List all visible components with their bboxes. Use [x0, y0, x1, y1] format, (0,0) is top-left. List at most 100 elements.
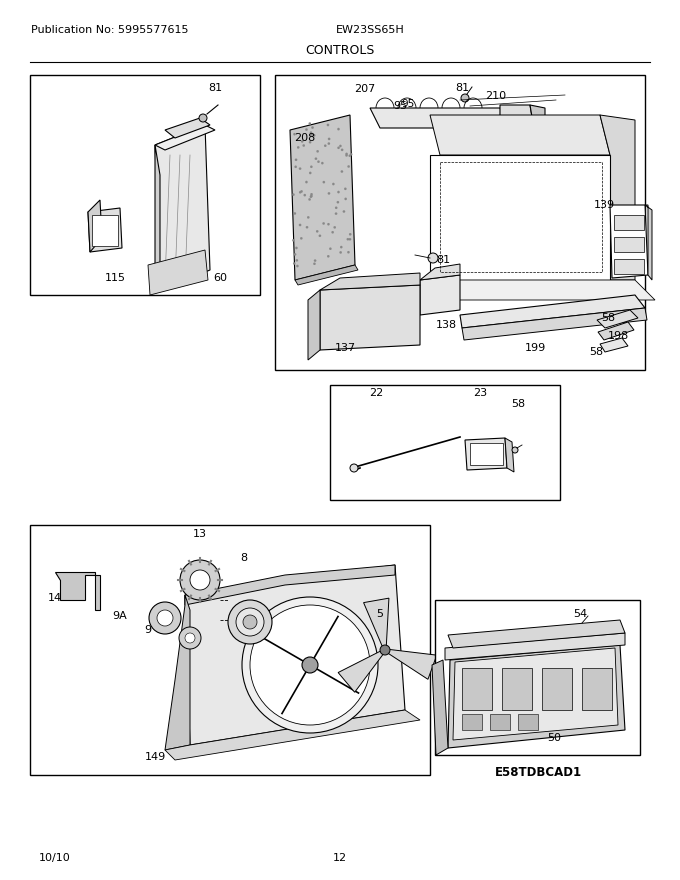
Polygon shape — [430, 155, 610, 280]
Polygon shape — [432, 660, 448, 755]
Polygon shape — [598, 322, 634, 340]
Circle shape — [293, 133, 296, 136]
Bar — [30, 75, 260, 295]
Circle shape — [337, 147, 340, 149]
Bar — [490, 714, 510, 730]
Circle shape — [314, 260, 316, 262]
Circle shape — [350, 153, 352, 156]
Text: 58: 58 — [511, 399, 525, 409]
Circle shape — [345, 153, 347, 155]
Text: 22: 22 — [369, 388, 383, 398]
Circle shape — [310, 131, 312, 134]
Circle shape — [294, 212, 296, 215]
Bar — [30, 525, 430, 775]
Circle shape — [296, 265, 299, 268]
Bar — [435, 600, 640, 755]
Polygon shape — [320, 273, 420, 290]
Polygon shape — [610, 205, 648, 278]
Polygon shape — [430, 115, 610, 155]
Circle shape — [345, 154, 347, 157]
Circle shape — [341, 149, 343, 151]
Circle shape — [318, 160, 320, 163]
Circle shape — [296, 259, 298, 261]
Circle shape — [347, 251, 350, 253]
Circle shape — [301, 190, 303, 193]
Polygon shape — [645, 205, 652, 280]
Circle shape — [380, 645, 390, 655]
Text: 5: 5 — [377, 609, 384, 619]
Circle shape — [303, 194, 306, 196]
Circle shape — [345, 198, 347, 200]
Circle shape — [310, 195, 312, 198]
Bar — [614, 259, 644, 274]
Circle shape — [347, 165, 350, 168]
Circle shape — [305, 181, 307, 183]
Circle shape — [292, 194, 294, 196]
Polygon shape — [185, 565, 405, 745]
Circle shape — [180, 560, 220, 600]
Circle shape — [461, 94, 469, 102]
Circle shape — [295, 246, 298, 249]
Polygon shape — [338, 651, 384, 693]
Text: 95: 95 — [393, 101, 407, 111]
Circle shape — [349, 155, 351, 157]
Circle shape — [295, 158, 297, 161]
Text: 13: 13 — [193, 529, 207, 539]
Circle shape — [305, 128, 307, 131]
Polygon shape — [290, 115, 355, 280]
Circle shape — [310, 165, 313, 168]
Circle shape — [344, 187, 347, 190]
Circle shape — [309, 141, 311, 143]
Text: Publication No: 5995577615: Publication No: 5995577615 — [31, 25, 189, 35]
Circle shape — [315, 158, 317, 160]
Text: 149: 149 — [144, 752, 166, 762]
Circle shape — [157, 610, 173, 626]
Circle shape — [292, 239, 294, 241]
Bar — [518, 714, 538, 730]
Circle shape — [321, 162, 324, 165]
Text: 10/10: 10/10 — [39, 853, 71, 863]
Polygon shape — [88, 208, 122, 252]
Text: E58TDBCAD1: E58TDBCAD1 — [494, 766, 581, 779]
Text: 115: 115 — [105, 273, 126, 283]
Polygon shape — [448, 645, 625, 748]
Circle shape — [297, 146, 299, 149]
Circle shape — [340, 246, 343, 248]
Text: 54: 54 — [573, 609, 587, 619]
Bar — [542, 668, 572, 710]
Bar — [614, 237, 644, 252]
Bar — [462, 668, 492, 710]
Circle shape — [343, 210, 345, 213]
Circle shape — [327, 223, 330, 225]
Text: 9: 9 — [144, 625, 152, 635]
Polygon shape — [165, 710, 420, 760]
Circle shape — [302, 657, 318, 673]
Circle shape — [299, 224, 301, 226]
Circle shape — [313, 134, 316, 136]
Text: 208: 208 — [294, 133, 316, 143]
Circle shape — [309, 122, 311, 125]
Text: 50: 50 — [547, 733, 561, 743]
Text: 58: 58 — [601, 313, 615, 323]
Circle shape — [299, 167, 301, 170]
Polygon shape — [155, 145, 160, 290]
Polygon shape — [88, 200, 102, 252]
Circle shape — [242, 597, 378, 733]
Circle shape — [311, 127, 313, 128]
Text: 210: 210 — [486, 91, 507, 101]
Circle shape — [337, 128, 340, 130]
Polygon shape — [462, 308, 647, 340]
Text: 138: 138 — [435, 320, 456, 330]
Text: 137: 137 — [335, 343, 356, 353]
Text: 81: 81 — [208, 83, 222, 93]
Circle shape — [311, 133, 313, 136]
Circle shape — [339, 251, 342, 253]
Polygon shape — [448, 620, 625, 648]
Circle shape — [308, 198, 311, 201]
Circle shape — [301, 140, 303, 143]
Polygon shape — [308, 290, 320, 360]
Polygon shape — [500, 108, 510, 128]
Circle shape — [179, 627, 201, 649]
Text: EW23SS65H: EW23SS65H — [336, 25, 405, 35]
Circle shape — [512, 447, 518, 453]
